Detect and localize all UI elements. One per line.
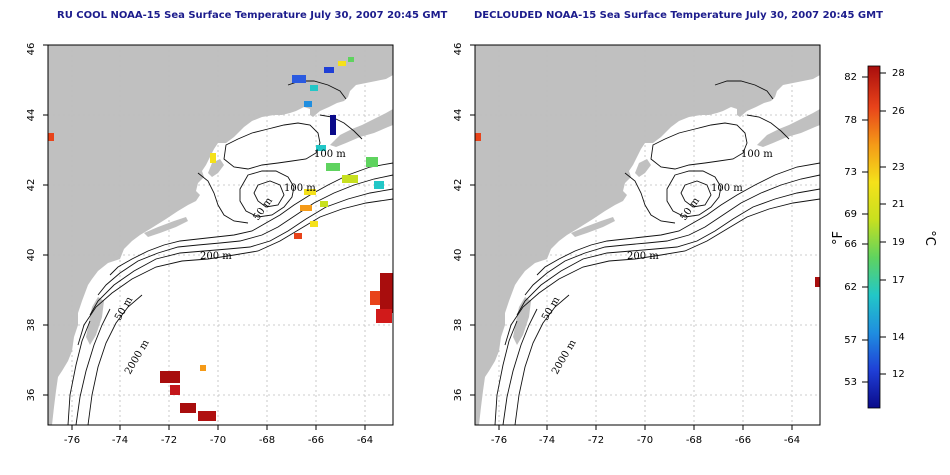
- celsius-tick-label: 28: [892, 68, 905, 79]
- colorbar: 82 78 73 69 66 62 57 53 28 26 23 21 19 1…: [831, 65, 937, 409]
- lon-tick-label: -70: [210, 435, 226, 446]
- map-frame: [47, 44, 394, 426]
- lat-tick-label: 42: [453, 179, 464, 192]
- fahrenheit-tick-label: 62: [844, 282, 857, 293]
- isobath-label-100m-north: 100 m: [314, 149, 346, 160]
- lon-tick-label: -70: [637, 435, 653, 446]
- axis-ticks: [470, 44, 793, 430]
- celsius-tick-label: 17: [892, 275, 905, 286]
- lon-tick-labels: -76 -74 -72 -70 -68 -66 -64: [64, 435, 373, 446]
- fahrenheit-labels: 82 78 73 69 66 62 57 53: [844, 72, 857, 388]
- lon-tick-label: -68: [259, 435, 275, 446]
- left-map: 100 m 100 m 50 m 200 m 50 m 2000 m -76: [26, 43, 394, 446]
- celsius-tick-label: 26: [892, 106, 905, 117]
- sst-pixels: [48, 57, 393, 421]
- axis-ticks: [43, 44, 366, 430]
- fahrenheit-tick-label: 69: [844, 209, 857, 220]
- fahrenheit-ticks: [862, 76, 868, 383]
- lat-tick-label: 42: [26, 179, 37, 192]
- lat-tick-label: 44: [26, 109, 37, 122]
- isobath-label-200m: 200 m: [627, 251, 659, 262]
- lat-tick-label: 38: [26, 319, 37, 332]
- lat-tick-label: 36: [26, 389, 37, 402]
- grid-lines: [475, 45, 820, 425]
- celsius-labels: 28 26 23 21 19 17 14 12: [892, 68, 905, 380]
- lon-tick-label: -72: [161, 435, 177, 446]
- celsius-tick-label: 23: [892, 162, 905, 173]
- lon-tick-label: -76: [64, 435, 80, 446]
- lat-tick-label: 36: [453, 389, 464, 402]
- lat-tick-labels: 36 38 40 42 44 46: [26, 43, 37, 402]
- fahrenheit-tick-label: 82: [844, 72, 857, 83]
- grid-lines: [48, 45, 393, 425]
- lat-tick-label: 40: [453, 249, 464, 262]
- fahrenheit-unit-label: °F: [831, 231, 846, 245]
- lon-tick-label: -64: [784, 435, 800, 446]
- celsius-tick-label: 12: [892, 369, 905, 380]
- isobath-label-200m: 200 m: [200, 251, 232, 262]
- right-panel-title: DECLOUDED NOAA-15 Sea Surface Temperatur…: [474, 10, 883, 21]
- map-frame: [474, 44, 821, 426]
- celsius-tick-label: 19: [892, 237, 905, 248]
- isobath-label-100m-south: 100 m: [284, 183, 316, 194]
- lat-tick-label: 46: [26, 43, 37, 56]
- celsius-tick-label: 21: [892, 199, 905, 210]
- lat-tick-labels: 36 38 40 42 44 46: [453, 43, 464, 402]
- lat-tick-label: 40: [26, 249, 37, 262]
- fahrenheit-tick-label: 66: [844, 239, 857, 250]
- lon-tick-label: -72: [588, 435, 604, 446]
- celsius-unit-label: °C: [922, 230, 937, 246]
- right-map: 100 m 100 m 50 m 200 m 50 m 2000 m -76 -…: [453, 43, 821, 446]
- sst-pixels: [475, 133, 820, 287]
- celsius-ticks: [880, 72, 886, 375]
- colorbar-gradient: [867, 65, 881, 409]
- lat-tick-label: 44: [453, 109, 464, 122]
- lon-tick-label: -74: [112, 435, 128, 446]
- fahrenheit-tick-label: 57: [844, 335, 857, 346]
- lon-tick-label: -66: [308, 435, 324, 446]
- fahrenheit-tick-label: 78: [844, 115, 857, 126]
- lon-tick-labels: -76 -74 -72 -70 -68 -66 -64: [491, 435, 800, 446]
- lon-tick-label: -64: [357, 435, 373, 446]
- lon-tick-label: -66: [735, 435, 751, 446]
- lon-tick-label: -68: [686, 435, 702, 446]
- lat-tick-label: 38: [453, 319, 464, 332]
- fahrenheit-tick-label: 53: [844, 377, 857, 388]
- isobath-label-100m-north: 100 m: [741, 149, 773, 160]
- lon-tick-label: -74: [539, 435, 555, 446]
- left-panel-title: RU COOL NOAA-15 Sea Surface Temperature …: [57, 10, 448, 21]
- lon-tick-label: -76: [491, 435, 507, 446]
- celsius-tick-label: 14: [892, 332, 905, 343]
- lat-tick-label: 46: [453, 43, 464, 56]
- fahrenheit-tick-label: 73: [844, 167, 857, 178]
- isobath-label-100m-south: 100 m: [711, 183, 743, 194]
